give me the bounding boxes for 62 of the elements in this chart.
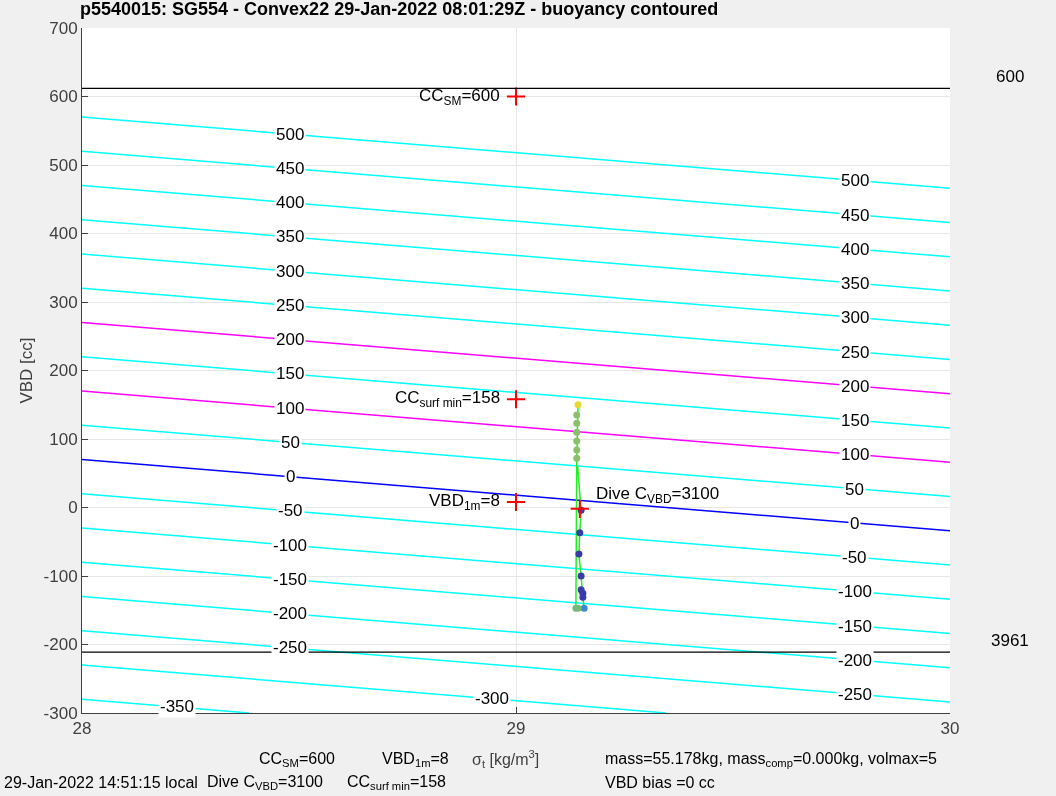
- y-tick-label: 100: [49, 429, 78, 449]
- annotation: 450: [841, 206, 870, 225]
- annotation: 250: [276, 296, 305, 315]
- annotation: -300: [475, 689, 510, 708]
- annotation: 500: [841, 171, 870, 190]
- annotation: 300: [841, 308, 870, 327]
- annotation: -350: [160, 697, 195, 716]
- y-tick-label: 400: [49, 224, 78, 244]
- annotation: 200: [276, 330, 305, 349]
- text: mass=55.178kg, mass$_{comp}$=0.000kg, volmax=5: [605, 750, 938, 770]
- text: 600: [996, 67, 1025, 86]
- annotation: 350: [841, 274, 870, 293]
- annotation: 300: [276, 262, 305, 281]
- annotation: -100: [273, 536, 308, 555]
- annotation: -250: [838, 685, 873, 704]
- annotation: 150: [841, 411, 870, 430]
- y-tick-label: 500: [49, 155, 78, 175]
- annotation: CC$_{SM}$=600: [419, 86, 500, 108]
- annotation: 150: [276, 364, 305, 383]
- annotation: 400: [841, 240, 870, 259]
- annotation: CC$_{surf min}$=158: [395, 388, 501, 410]
- annotation: 500: [276, 125, 305, 144]
- annotation: 250: [841, 343, 870, 362]
- y-tick-label: 700: [49, 18, 78, 38]
- annotation: 0: [850, 514, 860, 533]
- annotation: Dive C$_{VBD}$=3100: [596, 484, 720, 506]
- text: 29-Jan-2022 14:51:15 local: [4, 774, 198, 791]
- y-tick-label: -200: [43, 635, 78, 655]
- annotation: -200: [273, 604, 308, 623]
- annotation: -150: [273, 570, 308, 589]
- text: VBD$_{1m}$=8: [382, 750, 449, 770]
- y-tick-label: 600: [49, 87, 78, 107]
- text: CC$_{SM}$=600: [259, 750, 336, 770]
- annotation: 450: [276, 159, 305, 178]
- x-tick-label: 29: [506, 719, 526, 739]
- annotation: -100: [838, 582, 873, 601]
- annotation: 350: [276, 227, 305, 246]
- text: 3961: [991, 631, 1029, 650]
- annotation: -250: [273, 638, 308, 657]
- y-tick-label: 0: [68, 498, 78, 518]
- text: VBD bias =0 cc: [605, 774, 715, 791]
- text: CC$_{surf min}$=158: [347, 773, 447, 793]
- y-tick-label: 200: [49, 361, 78, 381]
- annotation: 0: [286, 467, 296, 486]
- x-axis-title: σ$_{t}$ [kg/m$^{3}$]: [472, 748, 540, 771]
- y-tick-label: 300: [49, 292, 78, 312]
- y-tick-label: -100: [43, 566, 78, 586]
- text: Dive C$_{VBD}$=3100: [207, 773, 324, 793]
- y-axis-title: VBD [cc]: [17, 337, 37, 404]
- annotation: -150: [838, 617, 873, 636]
- annotation: 200: [841, 377, 870, 396]
- annotation: 100: [276, 399, 305, 418]
- annotation: -50: [278, 501, 303, 520]
- annotation: 400: [276, 193, 305, 212]
- annotation: 100: [841, 445, 870, 464]
- annotation: 50: [845, 480, 864, 499]
- annotation: 50: [281, 433, 300, 452]
- annotation: -200: [838, 651, 873, 670]
- annotation: VBD$_{1m}$=8: [429, 491, 500, 513]
- chart-title: p5540015: SG554 - Convex22 29-Jan-2022 08:01:29Z - buoyancy contoured: [80, 0, 719, 19]
- annotation: -50: [842, 548, 867, 567]
- x-tick-label: 30: [940, 719, 960, 739]
